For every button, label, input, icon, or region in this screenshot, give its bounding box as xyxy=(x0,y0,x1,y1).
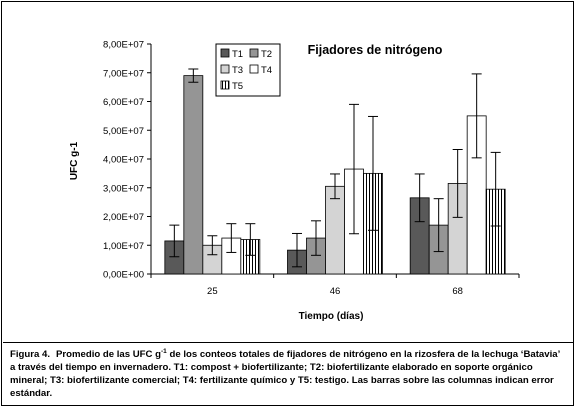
error-bar-t3-68 xyxy=(452,149,463,218)
x-tick-label: 25 xyxy=(207,286,218,297)
legend-item-t2: T2 xyxy=(249,48,272,60)
legend-label: T5 xyxy=(232,81,243,92)
y-tick-label: 7,00E+07 xyxy=(103,68,144,79)
legend-label: T2 xyxy=(261,49,272,60)
caption-text-rest: de los conteos totales de fijadores de n… xyxy=(10,349,560,399)
bar-t2-25 xyxy=(183,75,204,275)
chart-title: Fijadores de nitrógeno xyxy=(308,43,443,57)
x-tick-label: 68 xyxy=(452,286,463,297)
error-bar-t2-68 xyxy=(433,198,444,253)
error-bar-t2-46 xyxy=(311,220,321,256)
error-bar-t4-25 xyxy=(226,223,237,253)
axes: 0,00E+00 1,00E+07 2,00E+07 3,00E+07 4,00E+07… xyxy=(103,40,520,297)
y-tick-label: 8,00E+07 xyxy=(103,40,144,51)
error-bar-t3-46 xyxy=(330,173,340,200)
error-bar-t4-46 xyxy=(349,103,359,235)
y-tick-label: 4,00E+07 xyxy=(103,155,144,166)
caption-label: Figura 4. xyxy=(10,349,50,360)
chart-panel: Fijadores de nitrógeno UFC g-1 Tiempo (d… xyxy=(3,3,574,343)
y-axis-label: UFC g-1 xyxy=(69,141,80,180)
error-bar-t5-46 xyxy=(368,115,378,231)
legend-swatch xyxy=(249,64,259,74)
y-tick-label: 2,00E+07 xyxy=(103,212,144,223)
legend-swatch xyxy=(220,64,230,74)
error-bar-t1-46 xyxy=(292,232,302,268)
error-bar-t5-68 xyxy=(490,151,501,227)
error-bar-t5-25 xyxy=(245,223,256,256)
legend-label: T4 xyxy=(261,65,272,76)
legend-item-t4: T4 xyxy=(249,64,272,76)
legend: T1 T2 T3 T4 T5 xyxy=(215,43,281,97)
legend-item-t5: T5 xyxy=(220,80,243,92)
y-tick-label: 1,00E+07 xyxy=(103,241,144,252)
error-bar-t2-25 xyxy=(188,68,199,83)
legend-label: T3 xyxy=(232,65,243,76)
figure-caption: Figura 4. Promedio de las UFC g-1 de los … xyxy=(10,348,566,400)
error-bar-t4-68 xyxy=(471,73,482,159)
bar-chart: Fijadores de nitrógeno UFC g-1 Tiempo (d… xyxy=(69,40,520,322)
bars xyxy=(164,68,506,275)
error-bar-t3-25 xyxy=(207,235,218,256)
x-tick-label: 46 xyxy=(330,286,341,297)
legend-swatch xyxy=(220,80,230,90)
legend-item-t1: T1 xyxy=(220,48,243,60)
error-bar-t1-68 xyxy=(414,173,425,223)
y-tick-label: 6,00E+07 xyxy=(103,97,144,108)
legend-swatch xyxy=(249,48,259,58)
y-tick-label: 5,00E+07 xyxy=(103,126,144,137)
caption-text-start: Promedio de las UFC g xyxy=(55,349,162,360)
legend-swatch xyxy=(220,48,230,58)
y-tick-label: 0,00E+00 xyxy=(103,270,144,281)
x-axis-label: Tiempo (días) xyxy=(299,311,364,322)
error-bar-t1-25 xyxy=(169,224,180,258)
legend-label: T1 xyxy=(232,49,243,60)
bar-t3-46 xyxy=(325,185,345,275)
caption-superscript: -1 xyxy=(161,347,167,355)
y-tick-label: 3,00E+07 xyxy=(103,183,144,194)
legend-item-t3: T3 xyxy=(220,64,243,76)
